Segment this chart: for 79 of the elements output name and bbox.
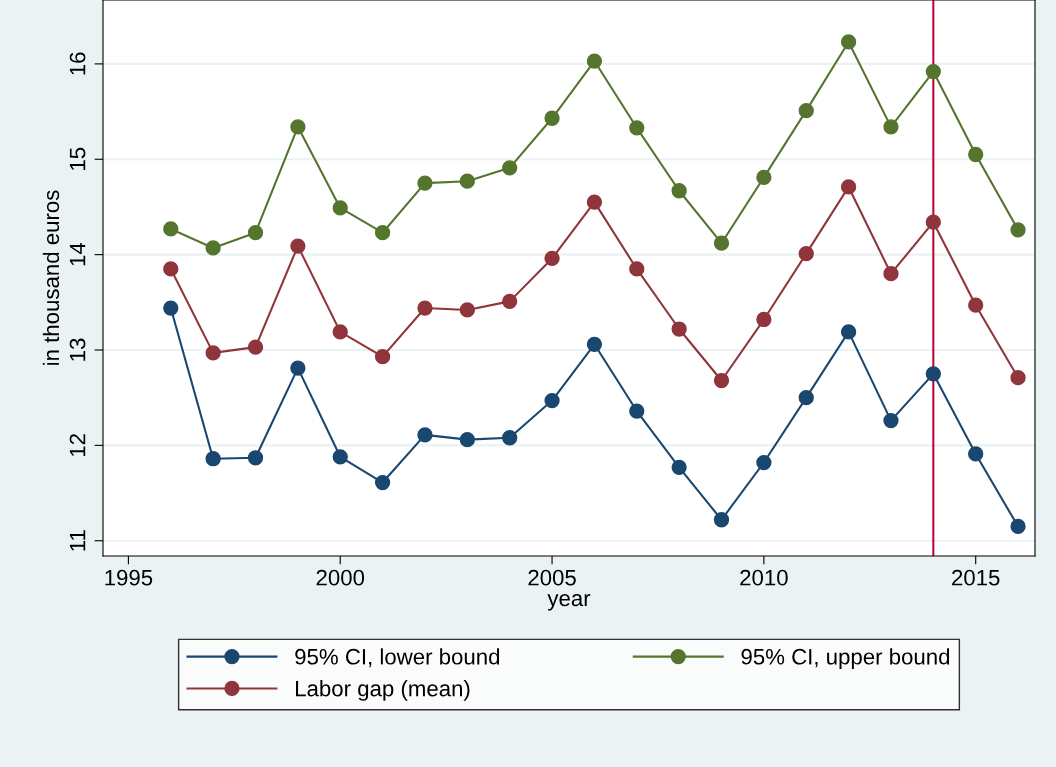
x-tick-label: 2015: [952, 569, 1000, 586]
point: [205, 345, 221, 361]
point: [586, 53, 603, 69]
point: [925, 63, 941, 80]
x-tick-label: 2010: [740, 569, 788, 586]
point: [374, 474, 391, 491]
point: [840, 34, 857, 50]
y-axis-title: in thousand euros: [42, 190, 60, 365]
point: [713, 235, 730, 251]
point: [417, 427, 433, 443]
x-tick-label: 2000: [316, 569, 365, 586]
legend-label: 95% CI, upper bound: [741, 648, 950, 669]
point: [163, 261, 179, 277]
point: [247, 450, 264, 466]
point: [713, 372, 730, 389]
point: [247, 339, 264, 355]
point: [586, 194, 603, 210]
point: [968, 297, 984, 313]
point: [544, 250, 560, 267]
point: [290, 119, 306, 135]
y-tick-label: 16: [69, 52, 86, 75]
point: [925, 366, 941, 382]
point: [798, 390, 814, 406]
point: [968, 446, 984, 462]
point: [798, 102, 814, 119]
y-tick-label: 12: [69, 434, 86, 457]
y-tick-label: 14: [69, 242, 86, 266]
point: [163, 221, 179, 237]
point: [1010, 370, 1026, 386]
point: [968, 146, 984, 163]
point: [374, 225, 391, 241]
x-tick-label: 2005: [528, 569, 576, 586]
point: [586, 336, 603, 352]
point: [544, 110, 560, 126]
point: [756, 169, 772, 186]
point: [205, 451, 221, 467]
point: [671, 459, 687, 475]
point: [459, 302, 475, 318]
x-tick-label: 1995: [105, 569, 153, 586]
point: [629, 261, 645, 277]
point: [459, 173, 475, 189]
point: [840, 324, 857, 340]
point: [332, 200, 348, 216]
point: [417, 300, 433, 316]
point: [671, 183, 687, 199]
point: [756, 454, 772, 471]
point: [629, 403, 645, 419]
point: [544, 392, 560, 409]
legend-label: Labor gap (mean): [296, 680, 470, 701]
legend-label: 95% CI, lower bound: [295, 648, 500, 668]
point: [883, 412, 899, 429]
point: [756, 311, 772, 328]
point: [332, 324, 348, 340]
point: [883, 266, 899, 282]
point: [629, 120, 645, 136]
point: [247, 225, 264, 241]
y-tick-label: 15: [69, 147, 86, 170]
point: [1010, 518, 1026, 535]
point: [290, 360, 306, 376]
point: [713, 512, 730, 528]
point: [671, 321, 687, 337]
x-axis-title: year: [547, 594, 591, 611]
y-tick-label: 13: [69, 338, 86, 361]
point: [798, 246, 814, 262]
point: [925, 214, 941, 230]
y-tick-label: 11: [69, 530, 86, 551]
point: [883, 119, 899, 135]
point: [332, 449, 348, 465]
point: [290, 238, 306, 254]
point: [502, 160, 518, 176]
point: [417, 175, 433, 191]
point: [840, 179, 857, 195]
point: [1010, 222, 1026, 238]
point: [374, 349, 391, 365]
point: [459, 432, 475, 448]
point: [502, 430, 518, 446]
point: [205, 240, 221, 256]
point: [502, 293, 518, 310]
point: [163, 300, 179, 316]
